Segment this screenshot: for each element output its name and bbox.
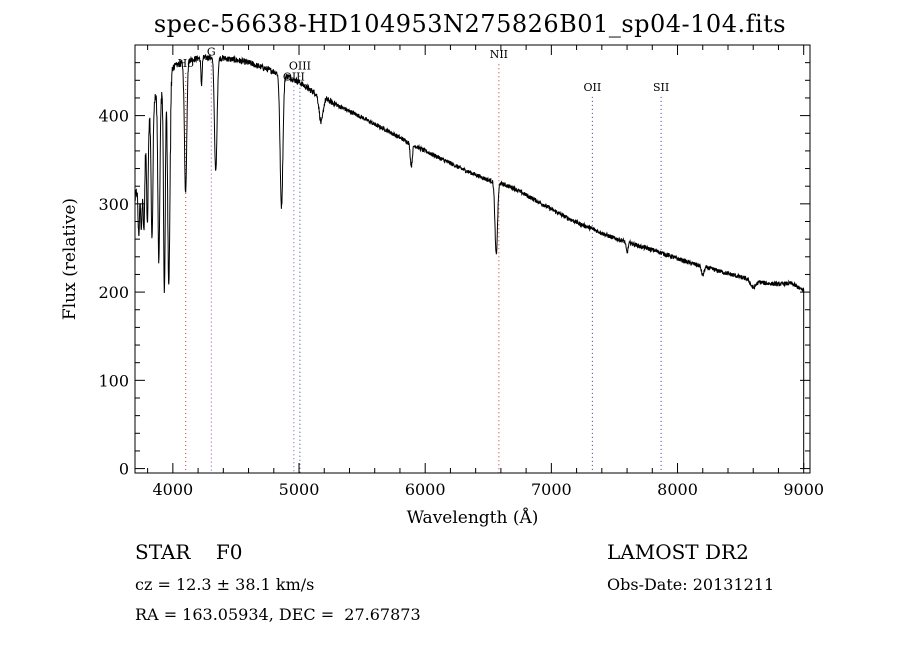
line-marker-label: OIII (289, 60, 311, 73)
x-tick-label: 9000 (783, 480, 824, 499)
y-axis-label: Flux (relative) (60, 198, 80, 320)
plot-frame (134, 44, 811, 474)
y-tick-label: 400 (98, 107, 129, 126)
spectrum-line (134, 54, 805, 469)
redshift-label: cz = 12.3 ± 38.1 km/s (135, 575, 315, 594)
survey-label: LAMOST DR2 (607, 540, 749, 564)
line-marker-label: NII (490, 48, 508, 61)
x-tick-label: 6000 (405, 480, 446, 499)
y-tick-label: 100 (98, 371, 129, 390)
classification-label: STAR F0 (135, 540, 243, 564)
line-marker-label: G (207, 46, 216, 59)
y-tick-label: 300 (98, 195, 129, 214)
line-marker-label: SII (653, 81, 669, 94)
axis-ticks: 4000 5000 6000 7000 8000 9000 0 100 200 300 400 (98, 45, 824, 499)
x-tick-label: 5000 (279, 480, 320, 499)
chart-title: spec-56638-HD104953N275826B01_sp04-104.f… (153, 10, 787, 38)
obs-date-label: Obs-Date: 20131211 (607, 575, 775, 594)
x-tick-label: 4000 (152, 480, 193, 499)
x-tick-label: 7000 (531, 480, 572, 499)
y-tick-label: 200 (98, 283, 129, 302)
x-axis-label: Wavelength (Å) (407, 507, 539, 528)
y-tick-label: 0 (119, 460, 129, 479)
line-marker-label: OII (584, 81, 602, 94)
x-tick-label: 8000 (657, 480, 698, 499)
coordinates-label: RA = 163.05934, DEC = 27.67873 (135, 605, 421, 624)
